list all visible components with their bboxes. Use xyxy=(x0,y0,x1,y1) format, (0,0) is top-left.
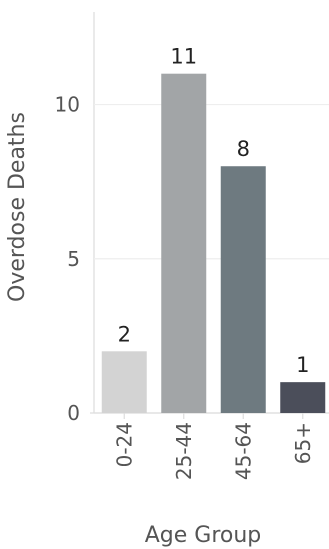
bar-0-24 xyxy=(101,351,147,413)
x-tick-label: 65+ xyxy=(291,422,315,464)
y-axis-ticks: 0 5 10 xyxy=(55,93,80,425)
y-tick-label: 10 xyxy=(55,93,80,117)
data-label: 11 xyxy=(170,45,197,69)
x-axis-ticks: 0-24 25-44 45-64 65+ xyxy=(112,413,315,480)
data-labels: 2 11 8 1 xyxy=(118,45,310,377)
x-tick-label: 0-24 xyxy=(112,422,136,467)
y-tick-label: 5 xyxy=(67,247,80,271)
x-axis-title: Age Group xyxy=(145,523,262,548)
x-tick-label: 45-64 xyxy=(231,422,255,480)
data-label: 8 xyxy=(237,137,250,161)
x-tick-label: 25-44 xyxy=(172,422,196,480)
bar-45-64 xyxy=(220,166,266,413)
data-label: 2 xyxy=(118,322,131,346)
y-tick-label: 0 xyxy=(67,401,80,425)
bar-25-44 xyxy=(161,73,207,413)
bars xyxy=(101,73,326,413)
bar-65+ xyxy=(280,382,326,413)
y-axis-title: Overdose Deaths xyxy=(5,112,30,302)
data-label: 1 xyxy=(296,353,309,377)
